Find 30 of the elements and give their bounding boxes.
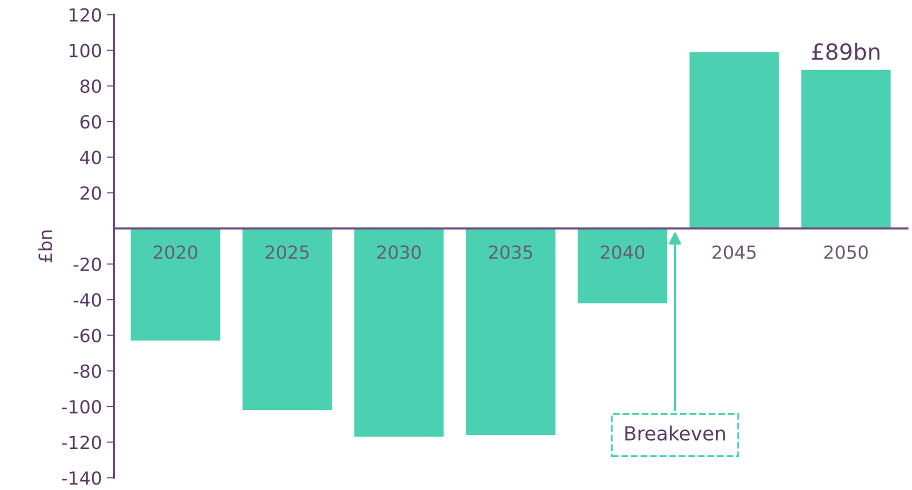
y-tick-label: 100	[70, 44, 101, 58]
y-axis-title: £bn	[38, 230, 52, 262]
bar	[578, 228, 668, 304]
bar	[466, 228, 556, 436]
bar	[354, 228, 444, 437]
y-tick-label: -60	[74, 328, 101, 342]
x-tick-label: 2020	[154, 245, 198, 260]
bar	[130, 228, 220, 341]
y-tick-label: 60	[80, 115, 101, 129]
y-tick-label: 120	[70, 8, 101, 22]
x-tick-label: 2025	[266, 245, 309, 260]
y-tick-label: 20	[80, 186, 101, 200]
x-tick-label: 2030	[377, 245, 421, 260]
x-tick-label: 2040	[600, 245, 644, 260]
x-tick-label: 2035	[489, 245, 532, 260]
y-tick-label: -80	[74, 364, 101, 378]
y-tick-label: -140	[62, 471, 101, 485]
bar	[242, 228, 332, 410]
y-tick-label: -120	[62, 436, 101, 450]
y-tick-label: 80	[80, 79, 101, 94]
bar	[690, 52, 779, 228]
y-tick-label: -40	[74, 293, 101, 307]
x-tick-label: 2045	[712, 245, 756, 260]
data-label: £89bn	[812, 42, 880, 60]
y-tick-label: -20	[74, 257, 101, 272]
y-tick-label: 40	[80, 150, 101, 164]
y-tick-label: -100	[62, 400, 101, 414]
x-tick-label: 2050	[824, 245, 868, 260]
bar	[801, 70, 891, 228]
annotation: Breakeven	[625, 426, 725, 441]
